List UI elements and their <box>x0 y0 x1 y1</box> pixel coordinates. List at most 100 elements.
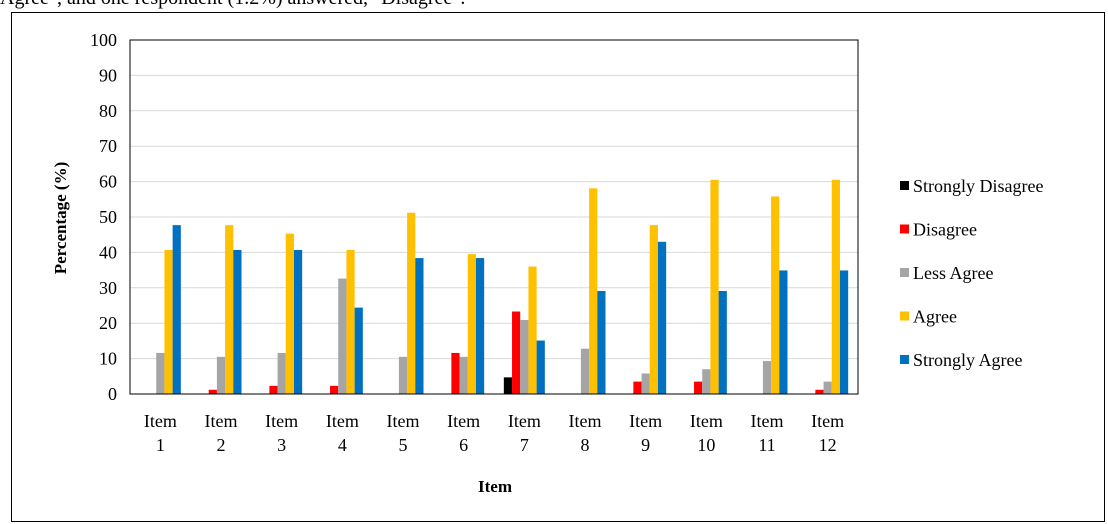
y-tick-label: 50 <box>99 207 117 227</box>
bar-disagree <box>694 381 703 394</box>
x-tick-label: Item <box>811 411 844 431</box>
bar-agree <box>649 225 658 394</box>
bar-agree <box>528 266 537 394</box>
bar-strongly-agree <box>293 249 303 394</box>
bar-disagree <box>512 311 521 394</box>
bar-strongly-agree <box>233 249 242 394</box>
x-tick-label: 4 <box>338 435 347 455</box>
bar-disagree <box>269 385 278 394</box>
bar-agree <box>407 212 416 394</box>
y-tick-label: 100 <box>90 30 117 50</box>
bar-strongly-agree <box>536 340 545 394</box>
legend-label: Strongly Agree <box>913 350 1023 370</box>
x-tick-label: Item <box>751 411 784 431</box>
legend-label: Less Agree <box>913 263 993 283</box>
x-tick-label: Item <box>144 411 177 431</box>
y-tick-label: 60 <box>99 172 117 192</box>
bar-disagree <box>815 389 824 394</box>
x-tick-label: 5 <box>399 435 408 455</box>
bar-less-agree <box>398 356 408 394</box>
legend-label: Disagree <box>913 220 977 240</box>
y-tick-labels: 0 10 20 30 40 50 60 70 80 90 100 <box>90 30 117 404</box>
bar-agree <box>346 249 355 394</box>
intro-text: Agree", and one respondent (1.2%) answer… <box>0 0 465 10</box>
x-tick-label: 11 <box>758 435 775 455</box>
y-tick-label: 30 <box>99 278 117 298</box>
x-tick-label: Item <box>569 411 602 431</box>
bar-less-agree <box>580 348 590 394</box>
bar-less-agree <box>459 356 468 394</box>
legend: Strongly Disagree Disagree Less Agree Agree… <box>900 176 1043 370</box>
x-tick-labels: Item 1 Item 2 Item 3 Item 4 Item 5 Item 6 Item 7 Item 8… <box>144 411 844 455</box>
x-tick-label: 1 <box>156 435 165 455</box>
legend-swatch <box>900 311 909 321</box>
x-tick-label: 7 <box>520 435 529 455</box>
bar-less-agree <box>156 352 165 394</box>
bar-strongly-agree <box>718 290 727 394</box>
x-tick-label: Item <box>690 411 723 431</box>
bar-agree <box>285 233 294 394</box>
legend-label: Agree <box>913 307 957 327</box>
bar-less-agree <box>338 278 347 394</box>
bar-agree <box>831 179 840 394</box>
bar-agree <box>467 254 476 394</box>
y-tick-label: 40 <box>99 242 117 262</box>
bar-strongly-agree <box>415 258 424 394</box>
x-tick-label: 12 <box>819 435 837 455</box>
bar-strongly-disagree <box>503 377 513 394</box>
bar-disagree <box>330 385 339 394</box>
bar-strongly-agree <box>172 225 181 394</box>
bars <box>156 179 849 394</box>
bar-disagree <box>451 352 460 394</box>
bar-strongly-agree <box>839 270 849 394</box>
bar-strongly-agree <box>779 270 788 394</box>
legend-swatch <box>900 224 909 234</box>
bar-agree <box>589 188 598 394</box>
bar-less-agree <box>823 381 832 394</box>
x-tick-label: 9 <box>641 435 650 455</box>
bar-agree <box>164 249 173 394</box>
bar-disagree <box>633 381 642 394</box>
x-tick-label: 8 <box>581 435 590 455</box>
bar-less-agree <box>520 320 529 394</box>
x-tick-label: 3 <box>277 435 286 455</box>
bar-strongly-agree <box>354 307 363 394</box>
y-tick-label: 10 <box>99 349 117 369</box>
x-tick-label: 2 <box>217 435 226 455</box>
bar-less-agree <box>641 373 650 394</box>
y-tick-label: 20 <box>99 313 117 333</box>
x-tick-label: Item <box>205 411 238 431</box>
legend-swatch <box>900 181 909 190</box>
x-tick-label: Item <box>508 411 541 431</box>
legend-swatch <box>900 355 909 364</box>
bar-strongly-agree <box>597 290 606 394</box>
bar-strongly-agree <box>657 241 667 394</box>
bar-agree <box>771 196 780 394</box>
bar-less-agree <box>277 352 286 394</box>
x-tick-label: Item <box>629 411 662 431</box>
x-tick-label: 6 <box>459 435 468 455</box>
y-tick-label: 90 <box>99 65 117 85</box>
bar-less-agree <box>762 361 772 394</box>
y-axis-label: Percentage (%) <box>51 162 70 275</box>
x-tick-label: 10 <box>697 435 715 455</box>
legend-label: Strongly Disagree <box>913 176 1043 196</box>
bar-agree <box>710 179 719 394</box>
bar-less-agree <box>702 369 711 394</box>
y-tick-label: 80 <box>99 101 117 121</box>
x-tick-label: Item <box>265 411 298 431</box>
x-tick-label: Item <box>326 411 359 431</box>
legend-swatch <box>900 268 909 277</box>
plot-area-border <box>129 39 859 395</box>
bar-strongly-agree <box>475 258 485 394</box>
bar-disagree <box>208 389 217 394</box>
bar-agree <box>225 225 234 394</box>
bar-less-agree <box>216 356 226 394</box>
x-tick-label: Item <box>447 411 480 431</box>
chart-frame <box>11 12 1105 522</box>
x-axis-label: Item <box>478 477 512 496</box>
y-tick-label: 70 <box>99 136 117 156</box>
y-tick-label: 0 <box>108 384 117 404</box>
x-tick-label: Item <box>387 411 420 431</box>
